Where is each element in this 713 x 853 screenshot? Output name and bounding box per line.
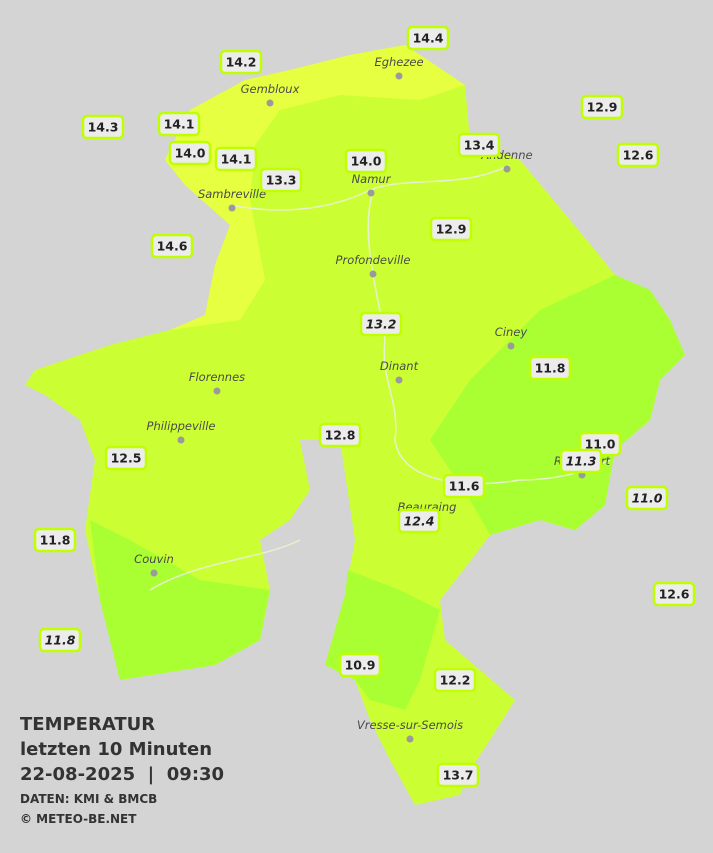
station-box [33, 527, 77, 553]
station-value: 12.5 [111, 451, 142, 466]
station-box [433, 667, 477, 693]
station-value: 14.3 [88, 120, 119, 135]
city-label: Namur [352, 172, 392, 186]
station-box [104, 445, 148, 471]
station-box [344, 148, 388, 174]
city-label: Philippeville [147, 419, 216, 433]
title: TEMPERATUR [20, 714, 155, 735]
station-box [580, 94, 624, 120]
station-box [38, 627, 82, 653]
station-value: 11.8 [45, 633, 76, 648]
station-box [406, 25, 450, 51]
station-value: 14.4 [413, 31, 444, 46]
station-box [625, 485, 669, 511]
station-box [168, 140, 212, 166]
zone-north [165, 45, 465, 330]
city-label: Eghezee [374, 55, 423, 69]
station-value: 12.2 [440, 673, 471, 688]
station-box [219, 49, 263, 75]
station-value: 14.1 [221, 152, 252, 167]
station-box [616, 142, 660, 168]
station-value: 14.6 [157, 239, 188, 254]
station-box [338, 652, 382, 678]
subtitle: letzten 10 Minuten [20, 739, 212, 760]
city-dot [406, 735, 414, 743]
city-label: Gembloux [241, 82, 300, 96]
city-label: Ciney [495, 325, 528, 339]
station-value: 14.1 [164, 117, 195, 132]
station-box [259, 167, 303, 193]
station-value: 12.4 [404, 514, 435, 529]
zone-southwest [90, 520, 270, 680]
stations: 14.4 14.2 12.9 14.3 14.1 13.4 12.6 14.0 14.1 14.0… [33, 25, 696, 788]
station-box [652, 581, 696, 607]
station-box [397, 508, 441, 534]
station-value: 11.8 [535, 361, 566, 376]
station-value: 13.2 [366, 317, 397, 332]
station-box [442, 473, 486, 499]
station-box [81, 114, 125, 140]
city-label: Profondeville [336, 253, 411, 267]
station-value: 14.0 [351, 154, 382, 169]
station-value: 11.6 [449, 479, 480, 494]
station-box [157, 111, 201, 137]
station-box [318, 422, 362, 448]
city-dot [177, 436, 185, 444]
city-dot [369, 270, 377, 278]
station-box [429, 216, 473, 242]
station-box [457, 132, 501, 158]
city-dot [228, 204, 236, 212]
city-dot [367, 189, 375, 197]
station-box [214, 146, 258, 172]
copyright: © METEO-BE.NET [20, 812, 137, 826]
station-box [436, 762, 480, 788]
station-value: 14.2 [226, 55, 257, 70]
city-dot [266, 99, 274, 107]
city-dot [395, 72, 403, 80]
city-dot [507, 342, 515, 350]
station-value: 11.0 [585, 437, 616, 452]
station-value: 11.8 [40, 533, 71, 548]
city-label: Couvin [134, 552, 174, 566]
source: DATEN: KMI & BMCB [20, 792, 157, 806]
zone-east [430, 275, 685, 535]
station-box [528, 355, 572, 381]
station-box [359, 311, 403, 337]
city-label: Dinant [380, 359, 419, 373]
station-value: 12.8 [325, 428, 356, 443]
station-value: 10.9 [345, 658, 376, 673]
station-value: 13.3 [266, 173, 297, 188]
city-dot [213, 387, 221, 395]
station-value: 12.9 [587, 100, 618, 115]
station-value: 11.3 [566, 454, 597, 469]
station-value: 14.0 [175, 146, 206, 161]
city-dot [395, 376, 403, 384]
station-value: 13.7 [443, 768, 474, 783]
timestamp: 22-08-2025 | 09:30 [20, 764, 224, 785]
station-value: 12.9 [436, 222, 467, 237]
station-value: 12.6 [623, 148, 654, 163]
city-dot [150, 569, 158, 577]
city-label: Vresse-sur-Semois [357, 718, 463, 732]
station-box [559, 448, 603, 474]
station-box [150, 233, 194, 259]
station-value: 13.4 [464, 138, 495, 153]
city-label: Sambreville [198, 187, 266, 201]
station-value: 12.6 [659, 587, 690, 602]
station-value: 11.0 [632, 491, 663, 506]
city-label: Florennes [189, 370, 245, 384]
legend-title: TEMPERATUR letzten 10 Minuten 22-08-2025… [20, 714, 224, 826]
city-dot [503, 165, 511, 173]
